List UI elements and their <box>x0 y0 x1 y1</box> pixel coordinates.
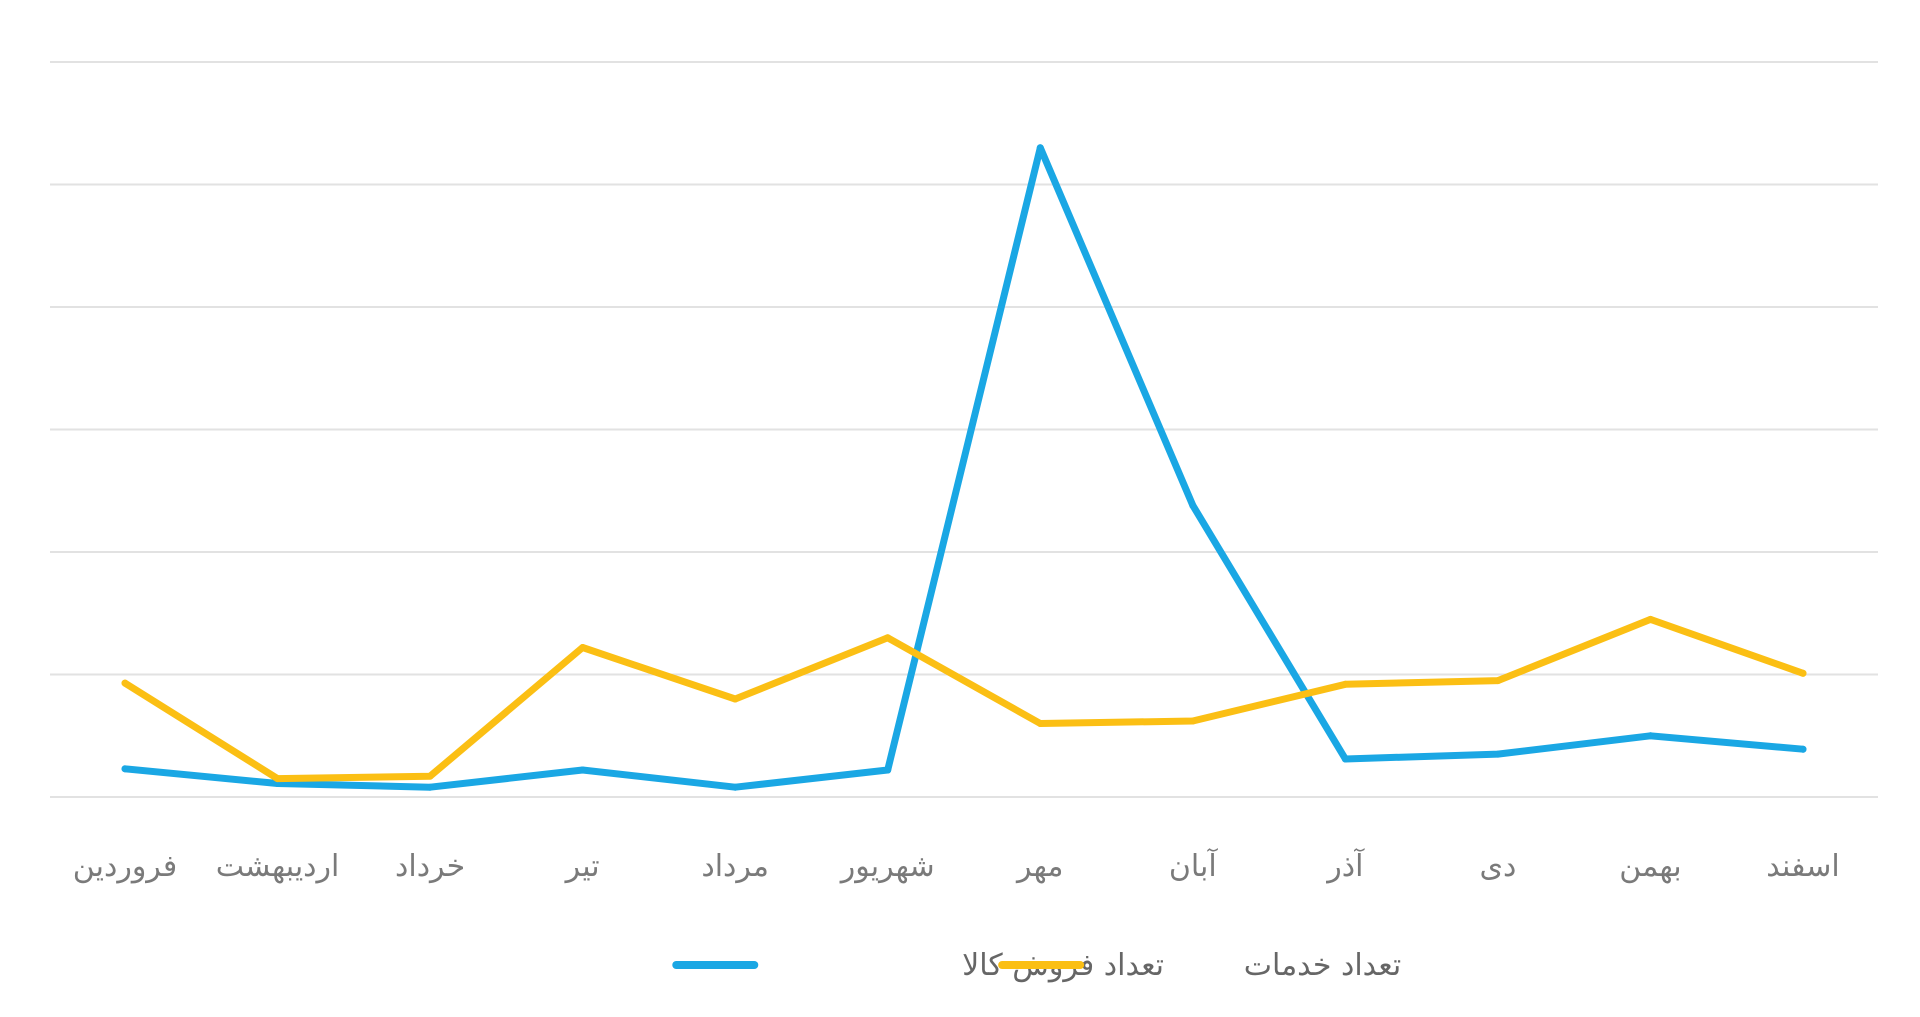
series-line-2 <box>121 615 1807 783</box>
series-2-point <box>1341 680 1349 688</box>
series-line-1 <box>121 144 1807 791</box>
series-2-point <box>579 644 587 652</box>
series-2-point <box>1494 677 1502 685</box>
series-1-point <box>1646 732 1654 740</box>
series-lines <box>121 144 1807 791</box>
series-2-point <box>121 679 129 687</box>
series-1-point <box>1341 755 1349 763</box>
x-tick-label: مهر <box>1015 849 1063 884</box>
series-1-point <box>426 783 434 791</box>
x-tick-label: بهمن <box>1619 849 1681 884</box>
series-2-point <box>884 634 892 642</box>
series-2-point <box>426 772 434 780</box>
x-tick-label: تیر <box>564 849 600 884</box>
x-tick-label: فروردین <box>73 849 177 884</box>
x-tick-label: آبان <box>1169 848 1219 884</box>
x-tick-label: خرداد <box>395 849 465 884</box>
series-2-point <box>1799 669 1807 677</box>
x-tick-label: اسفند <box>1766 849 1839 884</box>
series-1-point <box>884 766 892 774</box>
series-1-point <box>1494 750 1502 758</box>
series-2-point <box>1036 720 1044 727</box>
series-2-point <box>1646 615 1654 623</box>
series-1-point <box>1189 501 1197 509</box>
x-tick-label: اردیبهشت <box>216 849 340 884</box>
x-tick-label: شهریور <box>839 849 935 884</box>
series-1-point <box>731 783 739 791</box>
x-tick-label: آذر <box>1325 848 1365 884</box>
series-1-point <box>579 766 587 774</box>
series-1-point <box>121 765 129 773</box>
series-2-point <box>731 695 739 703</box>
series-2-point <box>1189 717 1197 725</box>
series-1-point <box>1799 745 1807 753</box>
series-1-point <box>1036 144 1044 152</box>
gridlines <box>50 61 1878 798</box>
x-axis-tick-labels: فروردین اردیبهشت خرداد تیر مرداد شهریور مهر آبا… <box>73 848 1840 884</box>
legend-label: تعداد خدمات <box>1244 948 1402 983</box>
x-tick-label: دی <box>1479 849 1516 884</box>
series-2-point <box>274 775 282 783</box>
x-tick-label: مرداد <box>701 849 769 884</box>
